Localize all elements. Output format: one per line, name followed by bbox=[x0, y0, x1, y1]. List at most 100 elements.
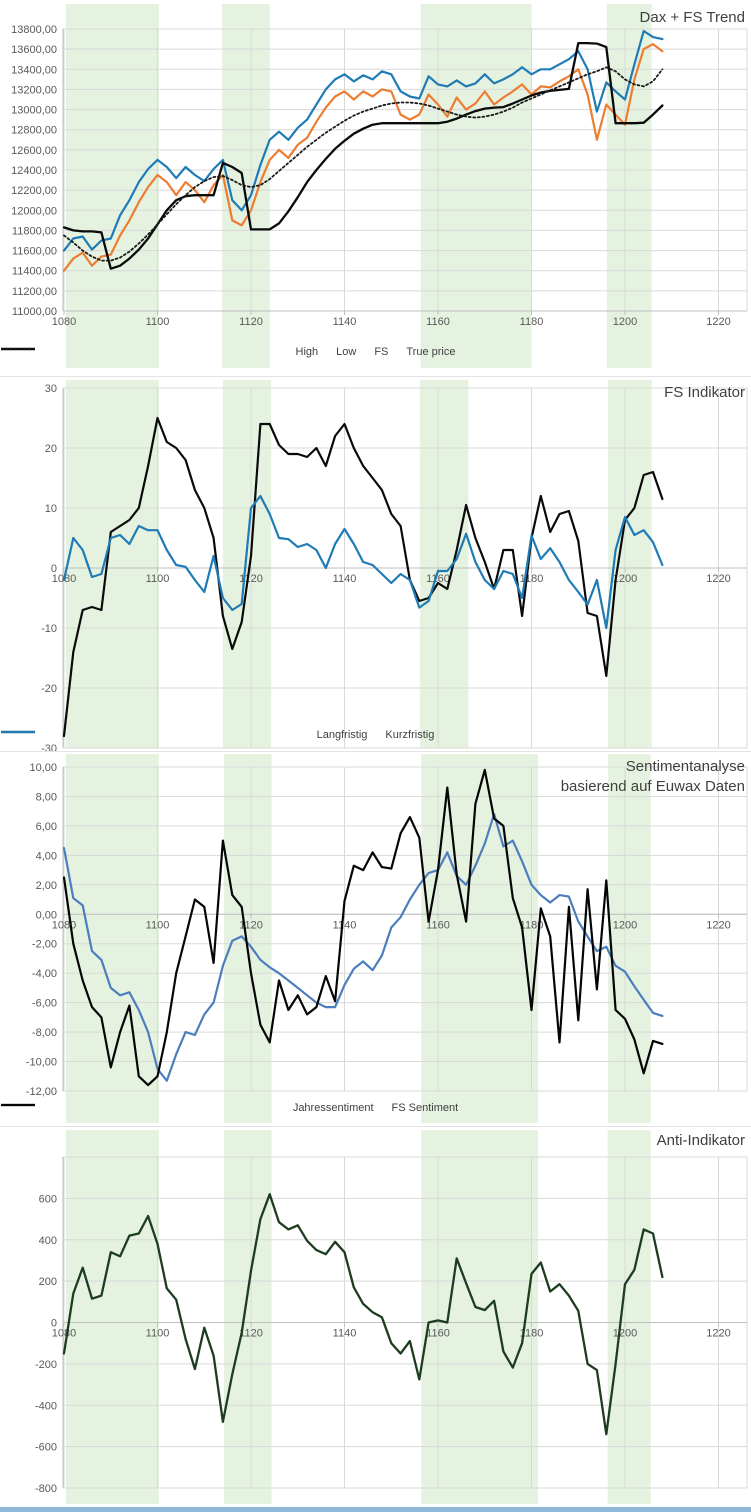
x-tick-label: 1100 bbox=[146, 316, 170, 328]
x-tick-label: 1160 bbox=[426, 1328, 450, 1340]
y-tick-label: -10 bbox=[41, 623, 57, 635]
y-tick-label: 600 bbox=[39, 1193, 57, 1205]
y-tick-label: 12200,00 bbox=[11, 185, 57, 197]
x-tick-label: 1180 bbox=[520, 316, 544, 328]
chart-1[interactable]: 13800,00 13600,00 13400,00 13200,00 13000,00… bbox=[11, 4, 748, 368]
x-tick-label: 1220 bbox=[706, 316, 730, 328]
highlight-band bbox=[608, 380, 652, 748]
x-tick-label: 1120 bbox=[239, 1328, 263, 1340]
highlight-band bbox=[65, 1130, 159, 1504]
legend-item-jahressentiment: Jahressentiment bbox=[1, 1102, 374, 1114]
highlight-band bbox=[421, 754, 539, 1123]
legend-label: High bbox=[295, 346, 319, 358]
series-jahressentiment bbox=[62, 812, 664, 1082]
chart-3[interactable]: 10,00 8,00 6,00 4,00 2,00 0,00 -2,00 -4,00 -6,00… bbox=[26, 754, 748, 1123]
legend-label: Kurzfristig bbox=[385, 729, 435, 741]
chart-4[interactable]: 600 400 200 0 -200 -400 -600 -800 1080 1100 1120 11… bbox=[35, 1130, 748, 1504]
y-tick-label: 4,00 bbox=[36, 850, 57, 862]
legend-fs-indikator: Langfristig Kurzfristig bbox=[0, 729, 751, 741]
y-tick-label: -800 bbox=[35, 1483, 57, 1495]
highlight-band bbox=[223, 1130, 272, 1504]
highlight-band bbox=[222, 380, 272, 748]
y-tick-label: 0,00 bbox=[36, 909, 57, 921]
x-tick-label: 1140 bbox=[333, 919, 357, 931]
chart-divider bbox=[0, 751, 751, 752]
legend-line-sample bbox=[1, 1103, 35, 1107]
series-high bbox=[62, 29, 664, 252]
legend-label: Jahressentiment bbox=[292, 1102, 374, 1114]
legend-item-true-price: True price bbox=[1, 346, 455, 358]
legend-line-sample bbox=[1, 347, 35, 351]
y-tick-label: -200 bbox=[35, 1359, 57, 1371]
y-tick-label: 8,00 bbox=[36, 792, 57, 804]
highlight-band bbox=[606, 4, 652, 368]
highlight-band bbox=[65, 4, 159, 368]
x-tick-label: 1140 bbox=[333, 316, 357, 328]
x-tick-label: 1200 bbox=[613, 573, 637, 585]
y-tick-label: 13600,00 bbox=[11, 44, 57, 56]
series-low bbox=[62, 42, 664, 272]
x-tick-label: 1140 bbox=[333, 573, 357, 585]
legend-item-fs: FS bbox=[1, 346, 388, 358]
chart-title-fs-indikator: FS Indikator bbox=[664, 383, 745, 403]
legend-item-fs-sentiment: FS Sentiment bbox=[1, 1102, 459, 1114]
chart-divider bbox=[0, 376, 751, 377]
y-tick-label: -2,00 bbox=[32, 939, 57, 951]
series-fs-sentiment bbox=[62, 768, 664, 1087]
series-kurzfristig bbox=[62, 494, 664, 630]
x-tick-label: 1200 bbox=[613, 919, 637, 931]
title-line-2: basierend auf Euwax Daten bbox=[560, 778, 745, 795]
x-tick-label: 1100 bbox=[146, 1328, 170, 1340]
y-tick-label: 13800,00 bbox=[11, 24, 57, 36]
legend-sentimentanalyse: Jahressentiment FS Sentiment bbox=[0, 1102, 751, 1114]
legend-label: Low bbox=[336, 346, 357, 358]
y-tick-label: -10,00 bbox=[26, 1057, 57, 1069]
x-tick-label: 1160 bbox=[426, 919, 450, 931]
y-tick-label: -400 bbox=[35, 1400, 57, 1412]
bottom-edge-bar bbox=[0, 1507, 751, 1512]
y-tick-label: -30 bbox=[41, 743, 57, 755]
y-tick-label: -6,00 bbox=[32, 998, 57, 1010]
x-tick-label: 1180 bbox=[520, 1328, 544, 1340]
title-text: Anti-Indikator bbox=[656, 1132, 745, 1149]
highlight-band bbox=[421, 1130, 539, 1504]
highlight-band bbox=[223, 754, 272, 1123]
legend-item-high: High bbox=[1, 346, 319, 358]
x-tick-label: 1080 bbox=[52, 316, 76, 328]
x-tick-label: 1220 bbox=[706, 919, 730, 931]
x-tick-label: 1220 bbox=[706, 573, 730, 585]
series-fs bbox=[62, 41, 664, 270]
y-tick-label: 6,00 bbox=[36, 821, 57, 833]
y-tick-label: 20 bbox=[45, 443, 57, 455]
title-text: FS Indikator bbox=[664, 384, 745, 401]
y-tick-label: 400 bbox=[39, 1235, 57, 1247]
x-tick-label: 1200 bbox=[613, 316, 637, 328]
chart-divider bbox=[0, 1126, 751, 1127]
y-tick-label: 200 bbox=[39, 1276, 57, 1288]
y-tick-label: 11600,00 bbox=[12, 246, 57, 258]
legend-label: FS Sentiment bbox=[391, 1102, 459, 1114]
y-tick-label: 11800,00 bbox=[12, 225, 57, 237]
legend-line-sample bbox=[1, 730, 35, 734]
x-tick-label: 1100 bbox=[146, 573, 170, 585]
y-tick-label: 0 bbox=[51, 563, 57, 575]
y-tick-label: -4,00 bbox=[32, 968, 57, 980]
legend-item-langfristig: Langfristig bbox=[1, 729, 367, 741]
x-tick-label: 1080 bbox=[52, 1328, 76, 1340]
y-tick-label: 13400,00 bbox=[11, 64, 57, 76]
y-tick-label: 13200,00 bbox=[11, 84, 57, 96]
series-langfristig bbox=[62, 416, 664, 738]
series-anti-indikator bbox=[62, 1193, 664, 1436]
y-tick-label: -600 bbox=[35, 1442, 57, 1454]
y-tick-label: 11000,00 bbox=[12, 306, 57, 318]
y-tick-label: 30 bbox=[45, 383, 57, 395]
chart-title-dax-fs-trend: Dax + FS Trend bbox=[640, 8, 745, 28]
x-tick-label: 1140 bbox=[333, 1328, 357, 1340]
highlight-band bbox=[420, 380, 469, 748]
y-tick-label: 12600,00 bbox=[11, 145, 57, 157]
y-tick-label: 12400,00 bbox=[11, 165, 57, 177]
x-tick-label: 1100 bbox=[146, 919, 170, 931]
